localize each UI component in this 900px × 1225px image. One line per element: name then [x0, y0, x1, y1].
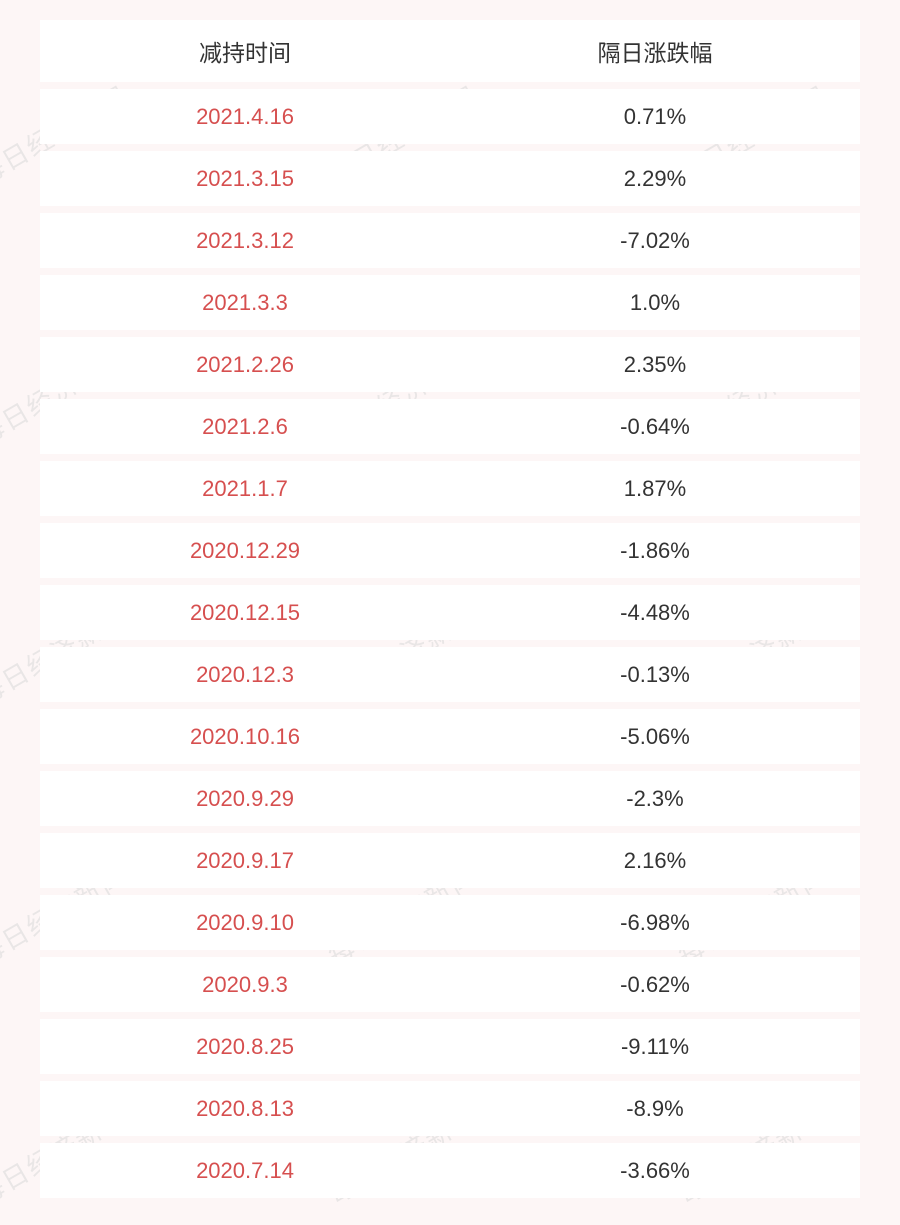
date-cell: 2021.3.12 [40, 228, 450, 254]
date-cell: 2021.2.26 [40, 352, 450, 378]
value-cell: -0.13% [450, 662, 860, 688]
date-cell: 2020.12.15 [40, 600, 450, 626]
value-cell: 2.35% [450, 352, 860, 378]
value-cell: 1.87% [450, 476, 860, 502]
value-cell: -4.48% [450, 600, 860, 626]
value-cell: -6.98% [450, 910, 860, 936]
value-cell: -0.62% [450, 972, 860, 998]
data-table: 减持时间 隔日涨跌幅 2021.4.160.71%2021.3.152.29%2… [0, 0, 900, 1225]
table-row: 2021.3.31.0% [40, 275, 860, 330]
table-row: 2021.4.160.71% [40, 89, 860, 144]
value-cell: -5.06% [450, 724, 860, 750]
date-cell: 2020.7.14 [40, 1158, 450, 1184]
table-row: 2021.1.71.87% [40, 461, 860, 516]
table-row: 2020.9.172.16% [40, 833, 860, 888]
table-row: 2020.12.29-1.86% [40, 523, 860, 578]
date-cell: 2020.8.25 [40, 1034, 450, 1060]
date-cell: 2021.2.6 [40, 414, 450, 440]
date-cell: 2020.12.29 [40, 538, 450, 564]
value-cell: 2.16% [450, 848, 860, 874]
table-row: 2021.2.262.35% [40, 337, 860, 392]
table-row: 2020.9.10-6.98% [40, 895, 860, 950]
date-cell: 2020.9.10 [40, 910, 450, 936]
table-row: 2020.9.29-2.3% [40, 771, 860, 826]
table-row: 2020.8.13-8.9% [40, 1081, 860, 1136]
value-cell: -1.86% [450, 538, 860, 564]
date-cell: 2020.8.13 [40, 1096, 450, 1122]
value-cell: -3.66% [450, 1158, 860, 1184]
table-row: 2021.3.12-7.02% [40, 213, 860, 268]
date-cell: 2021.4.16 [40, 104, 450, 130]
table-row: 2020.7.14-3.66% [40, 1143, 860, 1198]
date-cell: 2020.12.3 [40, 662, 450, 688]
value-cell: -7.02% [450, 228, 860, 254]
table-row: 2020.12.15-4.48% [40, 585, 860, 640]
table-row: 2021.2.6-0.64% [40, 399, 860, 454]
value-cell: -9.11% [450, 1034, 860, 1060]
date-cell: 2020.9.3 [40, 972, 450, 998]
table-row: 2020.10.16-5.06% [40, 709, 860, 764]
value-cell: 0.71% [450, 104, 860, 130]
table-row: 2020.9.3-0.62% [40, 957, 860, 1012]
table-row: 2020.8.25-9.11% [40, 1019, 860, 1074]
table-row: 2021.3.152.29% [40, 151, 860, 206]
date-cell: 2020.9.29 [40, 786, 450, 812]
header-value: 隔日涨跌幅 [450, 34, 860, 68]
value-cell: -8.9% [450, 1096, 860, 1122]
date-cell: 2021.3.3 [40, 290, 450, 316]
date-cell: 2020.10.16 [40, 724, 450, 750]
value-cell: -0.64% [450, 414, 860, 440]
value-cell: -2.3% [450, 786, 860, 812]
table-header-row: 减持时间 隔日涨跌幅 [40, 20, 860, 82]
value-cell: 2.29% [450, 166, 860, 192]
date-cell: 2021.1.7 [40, 476, 450, 502]
table-row: 2020.12.3-0.13% [40, 647, 860, 702]
value-cell: 1.0% [450, 290, 860, 316]
header-date: 减持时间 [40, 34, 450, 68]
date-cell: 2020.9.17 [40, 848, 450, 874]
date-cell: 2021.3.15 [40, 166, 450, 192]
